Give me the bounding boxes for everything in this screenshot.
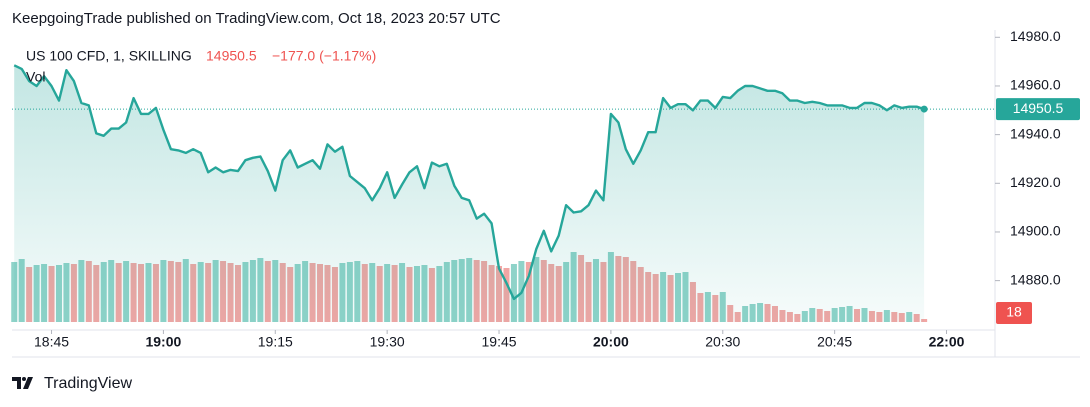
- legend-volume: Vol: [26, 69, 45, 85]
- legend-price: 14950.5: [206, 48, 257, 64]
- x-tick-label: 19:00: [145, 334, 181, 350]
- price-label-box: [996, 98, 1080, 121]
- y-tick-label: 14940.0: [1010, 125, 1061, 141]
- y-tick-label: 14920.0: [1010, 174, 1061, 190]
- volume-label: 18: [1006, 304, 1022, 320]
- plot: [11, 64, 995, 323]
- volume-bar: [510, 264, 517, 322]
- x-tick-label: 20:45: [817, 334, 852, 350]
- legend-change: −177.0 (−1.17%): [272, 48, 376, 64]
- x-tick-label: 22:00: [929, 334, 965, 350]
- price-line: [13, 64, 925, 301]
- x-tick-label: 20:00: [593, 334, 629, 350]
- x-tick-label: 19:45: [482, 334, 517, 350]
- price-label: 14950.5: [1013, 100, 1064, 116]
- area-fill: [14, 65, 925, 323]
- x-tick-label: 18:45: [34, 334, 69, 350]
- x-tick-label: 20:30: [705, 334, 740, 350]
- volume-label-box: [996, 302, 1032, 324]
- x-tick-label: 19:15: [258, 334, 293, 350]
- legend-symbol: US 100 CFD, 1, SKILLING: [26, 48, 192, 64]
- y-tick-label: 14900.0: [1010, 223, 1061, 239]
- y-tick-label: 14960.0: [1010, 77, 1061, 93]
- volume-bar: [921, 319, 928, 322]
- logo: [12, 377, 33, 389]
- footer-brand: TradingView: [44, 375, 132, 392]
- x-tick-label: 19:30: [370, 334, 405, 350]
- y-tick-label: 14980.0: [1010, 28, 1061, 44]
- y-tick-label: 14880.0: [1010, 271, 1061, 287]
- last-point: [920, 105, 928, 113]
- header: KeepgoingTrade published on TradingView.…: [12, 10, 501, 27]
